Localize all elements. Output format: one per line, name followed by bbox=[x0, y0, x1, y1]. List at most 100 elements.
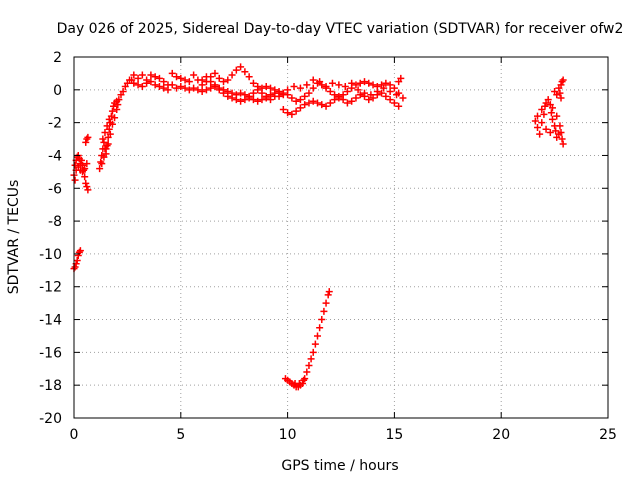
data-point bbox=[258, 84, 266, 92]
y-tick-label: -10 bbox=[39, 247, 62, 263]
data-point bbox=[316, 78, 324, 86]
series-evening-a bbox=[279, 78, 407, 105]
data-point bbox=[322, 299, 330, 307]
chart-title: Day 026 of 2025, Sidereal Day-to-day VTE… bbox=[57, 21, 624, 37]
data-point bbox=[534, 124, 542, 132]
data-point bbox=[74, 252, 82, 260]
data-point bbox=[100, 153, 108, 161]
data-point bbox=[301, 92, 309, 100]
data-point bbox=[164, 86, 172, 94]
data-point bbox=[538, 119, 546, 127]
data-point bbox=[155, 83, 163, 91]
data-point bbox=[369, 81, 377, 89]
data-point bbox=[356, 79, 364, 87]
data-point bbox=[254, 86, 262, 94]
data-point bbox=[553, 112, 561, 120]
data-point bbox=[328, 79, 336, 87]
data-point bbox=[211, 69, 219, 77]
series-ramp bbox=[96, 76, 136, 173]
data-point bbox=[138, 71, 146, 79]
data-point bbox=[147, 78, 155, 86]
series-late bbox=[531, 76, 567, 148]
data-point bbox=[111, 114, 119, 122]
plot-frame bbox=[73, 56, 609, 419]
data-point bbox=[71, 263, 79, 271]
grid bbox=[74, 57, 608, 418]
data-point bbox=[399, 94, 407, 102]
data-point bbox=[84, 133, 92, 141]
data-point bbox=[324, 291, 332, 299]
data-point bbox=[288, 94, 296, 102]
data-point bbox=[262, 83, 270, 91]
data-point bbox=[556, 122, 564, 130]
data-point bbox=[190, 84, 198, 92]
data-point bbox=[373, 87, 381, 95]
data-point bbox=[105, 115, 113, 123]
data-point bbox=[531, 117, 539, 125]
data-point bbox=[547, 109, 555, 117]
data-point bbox=[228, 94, 236, 102]
data-point bbox=[73, 256, 81, 264]
y-tick-label: -18 bbox=[39, 378, 62, 394]
data-point bbox=[207, 84, 215, 92]
data-point bbox=[232, 96, 240, 104]
data-point bbox=[220, 78, 228, 86]
series-day-band-c bbox=[198, 73, 287, 105]
data-point bbox=[181, 84, 189, 92]
data-point bbox=[360, 78, 368, 86]
data-point bbox=[326, 87, 334, 95]
data-point bbox=[352, 94, 360, 102]
y-tick-label: -6 bbox=[48, 181, 62, 197]
data-point bbox=[228, 71, 236, 79]
data-point bbox=[292, 97, 300, 105]
data-point bbox=[382, 92, 390, 100]
data-point bbox=[258, 96, 266, 104]
x-tick-label: 20 bbox=[492, 427, 510, 443]
data-point bbox=[536, 130, 544, 138]
data-point bbox=[237, 89, 245, 97]
data-point bbox=[378, 89, 386, 97]
data-point bbox=[143, 79, 151, 87]
data-point bbox=[305, 99, 313, 107]
data-point bbox=[77, 156, 85, 164]
data-point bbox=[134, 81, 142, 89]
data-point bbox=[365, 96, 373, 104]
data-point bbox=[177, 83, 185, 91]
data-point bbox=[108, 107, 116, 115]
data-point bbox=[305, 361, 313, 369]
data-point bbox=[98, 160, 106, 168]
data-point bbox=[348, 79, 356, 87]
data-point bbox=[309, 84, 317, 92]
data-point bbox=[390, 99, 398, 107]
data-point bbox=[386, 96, 394, 104]
data-point bbox=[241, 96, 249, 104]
data-point bbox=[147, 71, 155, 79]
data-point bbox=[97, 158, 105, 166]
data-point bbox=[295, 380, 303, 388]
data-point bbox=[262, 94, 270, 102]
data-point bbox=[249, 79, 257, 87]
data-point bbox=[160, 84, 168, 92]
data-point bbox=[343, 99, 351, 107]
data-point bbox=[71, 176, 79, 184]
data-point bbox=[271, 86, 279, 94]
data-point bbox=[237, 97, 245, 105]
data-point bbox=[185, 78, 193, 86]
data-point bbox=[168, 69, 176, 77]
data-point bbox=[215, 74, 223, 82]
data-point bbox=[325, 288, 333, 296]
data-point bbox=[267, 91, 275, 99]
data-point bbox=[314, 99, 322, 107]
data-point bbox=[395, 102, 403, 110]
data-point bbox=[198, 76, 206, 84]
data-point bbox=[360, 89, 368, 97]
data-point bbox=[395, 78, 403, 86]
data-point bbox=[348, 97, 356, 105]
data-point bbox=[207, 78, 215, 86]
x-tick-label: 5 bbox=[176, 427, 185, 443]
x-tick-label: 25 bbox=[599, 427, 617, 443]
data-point bbox=[284, 86, 292, 94]
data-point bbox=[198, 87, 206, 95]
data-point bbox=[202, 73, 210, 81]
